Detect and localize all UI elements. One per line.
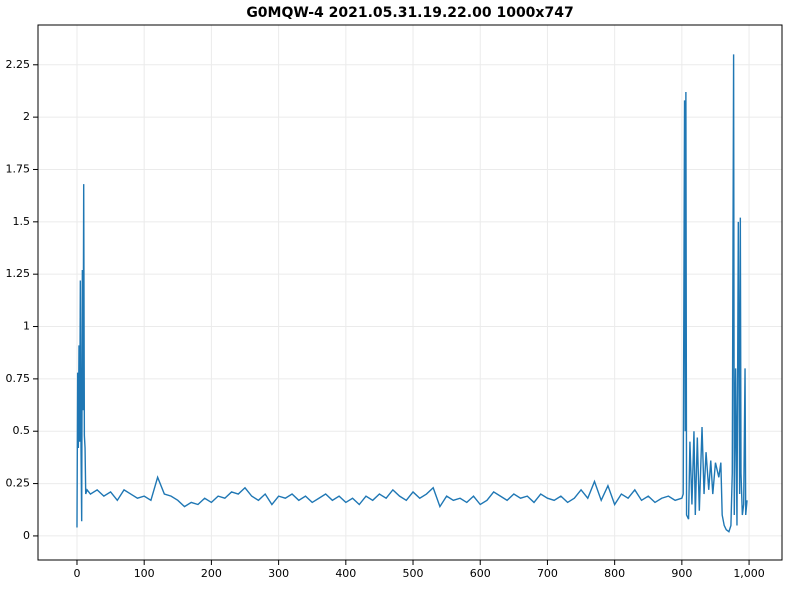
chart-title: G0MQW-4 2021.05.31.19.22.00 1000x747	[246, 5, 573, 21]
x-tick-label: 200	[201, 567, 222, 580]
y-tick-label: 2	[23, 110, 30, 123]
y-tick-label: 1	[23, 320, 30, 333]
x-tick-label: 0	[73, 567, 80, 580]
x-tick-label: 1,000	[733, 567, 765, 580]
y-tick-label: 0.5	[13, 424, 31, 437]
x-tick-label: 900	[671, 567, 692, 580]
plot-frame	[37, 24, 783, 561]
y-tick-label: 1.75	[6, 162, 31, 175]
x-tick-label: 700	[537, 567, 558, 580]
y-tick-label: 1.25	[6, 267, 31, 280]
x-tick-label: 100	[134, 567, 155, 580]
y-tick-label: 0	[23, 529, 30, 542]
x-tick-label: 800	[604, 567, 625, 580]
x-tick-label: 400	[335, 567, 356, 580]
y-tick-label: 0.25	[6, 477, 31, 490]
x-tick-label: 300	[268, 567, 289, 580]
y-tick-label: 0.75	[6, 372, 31, 385]
y-tick-label: 2.25	[6, 58, 31, 71]
x-tick-label: 600	[470, 567, 491, 580]
x-tick-label: 500	[403, 567, 424, 580]
y-tick-label: 1.5	[13, 215, 31, 228]
data-line	[76, 54, 748, 533]
